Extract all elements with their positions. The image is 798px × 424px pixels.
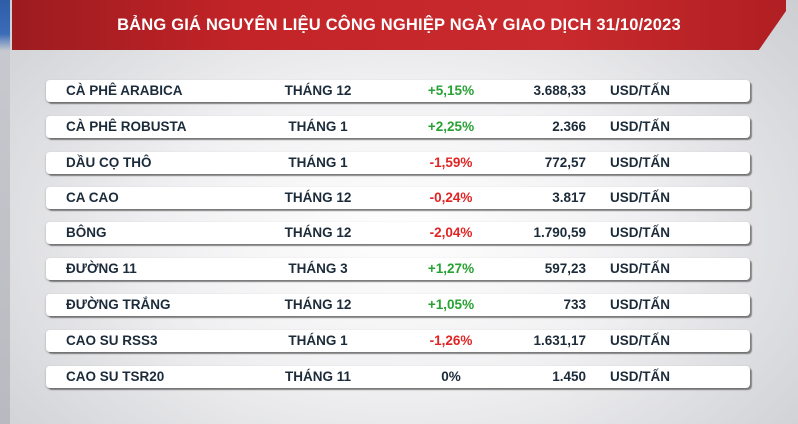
commodity-name: DẦU CỌ THÔ xyxy=(66,155,152,170)
table-row: CAO SU RSS3 THÁNG 1 -1,26% 1.631,17 USD/… xyxy=(46,330,750,352)
price-unit: USD/TẤN xyxy=(610,369,670,384)
price-change: -2,04% xyxy=(429,225,473,240)
contract-month: THÁNG 1 xyxy=(288,155,348,170)
price-unit: USD/TẤN xyxy=(610,333,670,348)
price-value: 2.366 xyxy=(552,119,586,134)
price-unit: USD/TẤN xyxy=(610,155,670,170)
commodity-name: CA CAO xyxy=(66,190,119,205)
table-row: ĐƯỜNG TRẮNG THÁNG 12 +1,05% 733 USD/TẤN xyxy=(46,294,750,316)
table-row: CÀ PHÊ ROBUSTA THÁNG 1 +2,25% 2.366 USD/… xyxy=(46,116,750,138)
price-unit: USD/TẤN xyxy=(610,190,670,205)
contract-month: THÁNG 11 xyxy=(284,369,352,384)
table-row: CAO SU TSR20 THÁNG 11 0% 1.450 USD/TẤN xyxy=(46,366,750,388)
price-unit: USD/TẤN xyxy=(610,261,670,276)
table-row: DẦU CỌ THÔ THÁNG 1 -1,59% 772,57 USD/TẤN xyxy=(46,152,750,174)
commodity-name: CÀ PHÊ ROBUSTA xyxy=(66,119,187,134)
price-change: -1,26% xyxy=(429,333,473,348)
commodity-name: CÀ PHÊ ARABICA xyxy=(66,83,183,98)
commodity-name: CAO SU TSR20 xyxy=(66,369,165,384)
price-change: 0% xyxy=(441,369,461,384)
table-row: CÀ PHÊ ARABICA THÁNG 12 +5,15% 3.688,33 … xyxy=(46,80,750,102)
contract-month: THÁNG 1 xyxy=(288,333,348,348)
contract-month: THÁNG 12 xyxy=(284,83,352,98)
page-title: BẢNG GIÁ NGUYÊN LIỆU CÔNG NGHIỆP NGÀY GI… xyxy=(117,15,681,34)
contract-month: THÁNG 12 xyxy=(284,297,352,312)
price-change: -0,24% xyxy=(429,190,473,205)
contract-month: THÁNG 3 xyxy=(288,261,348,276)
price-unit: USD/TẤN xyxy=(610,297,670,312)
price-value: 772,57 xyxy=(544,155,586,170)
commodity-name: BÔNG xyxy=(66,225,107,240)
price-value: 3.688,33 xyxy=(533,83,586,98)
commodity-name: ĐƯỜNG 11 xyxy=(66,261,137,276)
price-unit: USD/TẤN xyxy=(610,83,670,98)
commodity-name: ĐƯỜNG TRẮNG xyxy=(66,297,171,312)
price-value: 1.790,59 xyxy=(533,225,586,240)
price-value: 1.450 xyxy=(552,369,586,384)
table-row: BÔNG THÁNG 12 -2,04% 1.790,59 USD/TẤN xyxy=(46,222,750,244)
price-value: 597,23 xyxy=(544,261,586,276)
price-value: 3.817 xyxy=(552,190,586,205)
contract-month: THÁNG 12 xyxy=(284,190,352,205)
background-left-edge xyxy=(0,0,10,424)
table-row: ĐƯỜNG 11 THÁNG 3 +1,27% 597,23 USD/TẤN xyxy=(46,258,750,280)
commodity-name: CAO SU RSS3 xyxy=(66,333,158,348)
price-unit: USD/TẤN xyxy=(610,225,670,240)
contract-month: THÁNG 1 xyxy=(288,119,348,134)
price-change: +5,15% xyxy=(427,83,475,98)
price-change: +1,27% xyxy=(427,261,475,276)
table-row: CA CAO THÁNG 12 -0,24% 3.817 USD/TẤN xyxy=(46,187,750,209)
title-banner xyxy=(12,0,786,50)
price-unit: USD/TẤN xyxy=(610,119,670,134)
contract-month: THÁNG 12 xyxy=(284,225,352,240)
price-change: -1,59% xyxy=(429,155,473,170)
price-change: +1,05% xyxy=(427,297,475,312)
price-value: 733 xyxy=(563,297,586,312)
price-change: +2,25% xyxy=(427,119,475,134)
price-value: 1.631,17 xyxy=(533,333,586,348)
